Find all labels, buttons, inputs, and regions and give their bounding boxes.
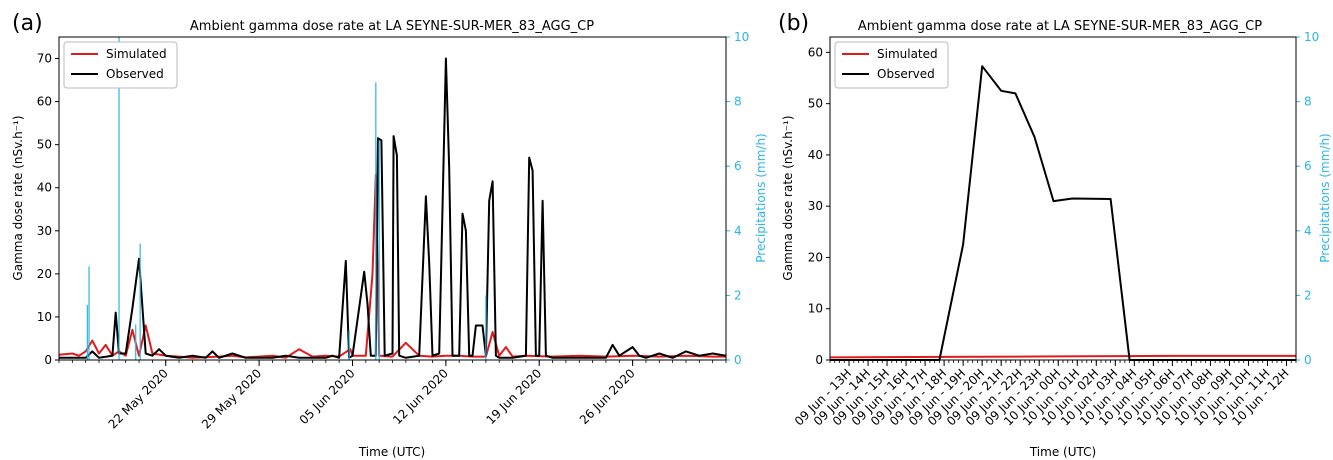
- y2-tick-label: 0: [734, 353, 742, 367]
- y2-tick-label: 8: [1304, 95, 1312, 109]
- series-line-observed: [830, 65, 1296, 361]
- y2-tick-label: 2: [734, 288, 742, 302]
- y2-axis-label-a: Precipitations (mm/h): [754, 133, 768, 262]
- chart-title-b: Ambient gamma dose rate at LA SEYNE-SUR-…: [858, 19, 1262, 34]
- y-tick-label: 20: [808, 250, 823, 264]
- x-tick-label: 19 Jun 2020: [483, 366, 544, 427]
- y-tick-label: 0: [44, 353, 52, 367]
- y-axis-label-a: Gamma dose rate (nSv.h⁻¹): [11, 115, 25, 280]
- y-tick-label: 60: [37, 95, 52, 109]
- x-tick-label: 26 Jun 2020: [577, 366, 638, 427]
- y-axis-label-b: Gamma dose rate (nSv.h⁻¹): [781, 115, 795, 280]
- panel-b: (b) Ambient gamma dose rate at LA SEYNE-…: [778, 11, 1332, 459]
- y-tick-label: 30: [37, 224, 52, 238]
- legend-label-observed-b: Observed: [877, 67, 935, 81]
- y2-tick-label: 4: [734, 224, 742, 238]
- plot-frame-a: [58, 36, 727, 361]
- legend-label-simulated-a: Simulated: [106, 47, 167, 61]
- y-tick-label: 40: [808, 148, 823, 162]
- x-tick-label: 05 Jun 2020: [297, 366, 358, 427]
- panel-label-a: (a): [12, 11, 43, 36]
- plot-area-a: [58, 37, 727, 360]
- panel-a: (a) Ambient gamma dose rate at LA SEYNE-…: [11, 11, 768, 459]
- x-tick-label: 22 May 2020: [106, 366, 171, 431]
- legend-label-observed-a: Observed: [106, 67, 164, 81]
- y2-axis-label-b: Precipitations (mm/h): [1318, 133, 1332, 262]
- panel-label-b: (b): [778, 11, 809, 36]
- y-tick-label: 50: [37, 138, 52, 152]
- y-tick-label: 30: [808, 199, 823, 213]
- plot-frame-b: [829, 36, 1297, 361]
- y2-tick-label: 10: [734, 30, 749, 44]
- x-axis-label-b: Time (UTC): [1029, 445, 1096, 459]
- y-tick-label: 60: [808, 45, 823, 59]
- y2-tick-label: 8: [734, 95, 742, 109]
- legend-b: Simulated Observed: [834, 41, 949, 89]
- y2-tick-label: 6: [734, 159, 742, 173]
- y-tick-label: 40: [37, 181, 52, 195]
- chart-title-a: Ambient gamma dose rate at LA SEYNE-SUR-…: [190, 19, 594, 34]
- y-tick-label: 10: [37, 310, 52, 324]
- y2-tick-label: 10: [1304, 30, 1319, 44]
- y2-tick-label: 2: [1304, 288, 1312, 302]
- y-tick-label: 70: [37, 52, 52, 66]
- y-tick-label: 0: [815, 353, 823, 367]
- x-tick-label: 12 Jun 2020: [390, 366, 451, 427]
- y-tick-label: 10: [808, 302, 823, 316]
- legend-label-simulated-b: Simulated: [877, 47, 938, 61]
- y2-tick-label: 6: [1304, 159, 1312, 173]
- y2-tick-label: 0: [1304, 353, 1312, 367]
- x-tick-label: 29 May 2020: [199, 366, 264, 431]
- series-line-simulated: [829, 354, 1296, 359]
- y-tick-label: 50: [808, 97, 823, 111]
- legend-a: Simulated Observed: [63, 41, 178, 89]
- plot-area-b: [829, 65, 1296, 361]
- y2-tick-label: 4: [1304, 224, 1312, 238]
- series-line-observed: [59, 57, 727, 359]
- y-tick-label: 20: [37, 267, 52, 281]
- x-axis-label-a: Time (UTC): [358, 445, 425, 459]
